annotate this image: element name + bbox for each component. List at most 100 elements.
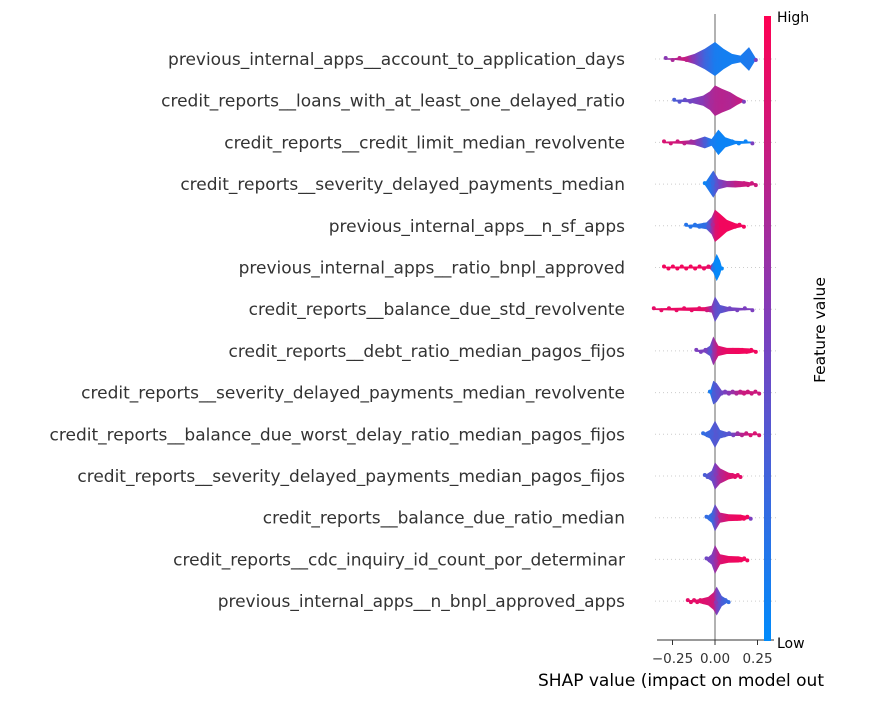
feature-label: credit_reports__cdc_inquiry_id_count_por…	[173, 550, 625, 570]
feature-label: previous_internal_apps__n_bnpl_approved_…	[218, 592, 625, 612]
data-point	[666, 266, 671, 271]
data-point	[684, 58, 689, 62]
violin	[674, 85, 744, 116]
data-point	[743, 139, 748, 144]
data-point	[730, 347, 735, 352]
data-point	[715, 224, 720, 229]
data-point	[662, 264, 666, 269]
data-point	[728, 516, 733, 521]
data-point	[694, 347, 699, 352]
violin	[709, 380, 760, 405]
data-point	[739, 433, 744, 438]
data-point	[705, 433, 710, 438]
data-point	[722, 183, 727, 188]
data-point	[720, 99, 725, 104]
data-point	[685, 598, 690, 603]
data-point	[738, 475, 743, 479]
violin	[703, 420, 760, 448]
data-point	[733, 475, 738, 479]
data-point	[712, 58, 717, 62]
data-point	[688, 264, 693, 269]
data-point	[682, 306, 687, 311]
data-point	[731, 514, 736, 519]
violins	[651, 42, 762, 616]
data-point	[726, 391, 731, 396]
data-point	[742, 391, 747, 396]
data-point	[670, 264, 675, 269]
x-tick-label: 0.00	[700, 651, 730, 667]
data-point	[709, 141, 714, 146]
data-point	[715, 264, 720, 269]
data-point	[705, 56, 710, 60]
data-point	[720, 558, 725, 563]
data-point	[723, 389, 728, 394]
data-point	[723, 556, 728, 561]
data-point	[677, 56, 682, 60]
data-point	[707, 389, 712, 394]
data-point	[719, 473, 724, 477]
data-point	[741, 99, 746, 104]
data-point	[726, 600, 731, 605]
data-point	[708, 349, 713, 354]
data-point	[744, 349, 749, 354]
data-point	[713, 473, 718, 477]
data-point	[752, 431, 757, 436]
data-point	[662, 139, 666, 144]
violin	[686, 209, 744, 242]
data-point	[717, 556, 722, 561]
data-point	[711, 475, 716, 479]
data-point	[682, 141, 687, 146]
violin	[696, 336, 756, 366]
data-point	[742, 181, 747, 186]
data-point	[719, 56, 724, 60]
feature-label: credit_reports__loans_with_at_least_one_…	[161, 92, 625, 112]
data-point	[688, 600, 693, 605]
data-point	[710, 556, 715, 561]
data-point	[757, 433, 762, 438]
feature-label: credit_reports__severity_delayed_payment…	[77, 467, 625, 487]
x-axis-title: SHAP value (impact on model out	[538, 671, 824, 691]
data-point	[707, 600, 712, 605]
data-point	[741, 516, 746, 521]
data-point	[704, 598, 709, 603]
data-point	[745, 389, 750, 394]
data-point	[704, 97, 709, 102]
data-point	[730, 183, 735, 188]
data-point	[702, 181, 707, 186]
data-point	[718, 514, 723, 519]
data-point	[739, 58, 744, 62]
data-point	[726, 58, 731, 62]
data-point	[726, 349, 731, 354]
data-point	[696, 141, 700, 146]
data-point	[714, 183, 719, 188]
data-point	[750, 308, 755, 313]
data-point	[688, 224, 693, 229]
data-point	[684, 266, 689, 271]
data-point	[666, 306, 671, 311]
data-point	[735, 308, 740, 313]
data-point	[746, 56, 751, 60]
data-point	[720, 600, 725, 605]
x-tick-label: −0.25	[652, 651, 693, 667]
data-point	[733, 224, 738, 229]
feature-label: previous_internal_apps__n_sf_apps	[329, 217, 625, 237]
x-axis: −0.25 0.00 0.25	[652, 639, 774, 667]
data-point	[701, 431, 706, 436]
data-point	[733, 56, 738, 60]
data-point	[672, 97, 677, 102]
data-point	[716, 475, 721, 479]
data-point	[651, 306, 656, 311]
data-point	[675, 139, 680, 144]
data-point	[750, 141, 755, 146]
data-point	[674, 308, 679, 313]
data-point	[742, 556, 747, 561]
data-point	[749, 181, 754, 186]
violin	[653, 296, 753, 322]
data-point	[707, 516, 712, 521]
colorbar-title: Feature value	[811, 277, 829, 383]
data-point	[703, 347, 708, 352]
data-point	[721, 516, 726, 521]
data-point	[715, 389, 720, 394]
data-point	[677, 99, 682, 104]
